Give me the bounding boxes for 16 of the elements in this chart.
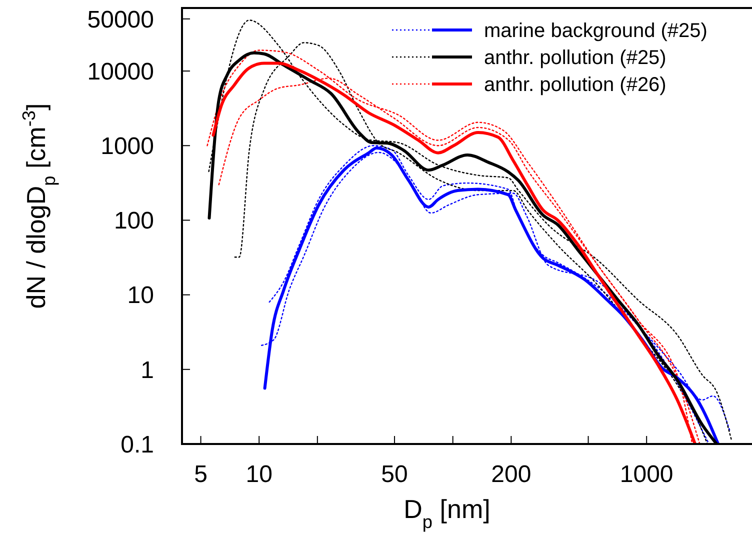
y-tick-label: 1 (140, 356, 154, 384)
y-tick-label: 10 (127, 282, 154, 310)
x-axis-title: D$_{p}$ [nm] (404, 494, 490, 532)
y-tick-label: 50000 (87, 6, 154, 34)
x-tick-label: 10 (246, 461, 272, 488)
legend-label: anthr. pollution (#26) (484, 74, 666, 96)
y-tick-label: 100 (114, 208, 154, 235)
y-tick-label: 0.1 (120, 431, 154, 458)
y-tick-label: 1000 (100, 133, 154, 160)
x-tick-label: 1000 (620, 461, 674, 488)
x-tick-label: 5 (194, 461, 208, 488)
y-tick-label: 10000 (87, 58, 154, 86)
legend-label: marine background (#25) (484, 20, 708, 42)
x-tick-label: 200 (491, 461, 532, 488)
x-tick-label: 50 (381, 461, 408, 488)
legend-label: anthr. pollution (#25) (484, 47, 666, 69)
